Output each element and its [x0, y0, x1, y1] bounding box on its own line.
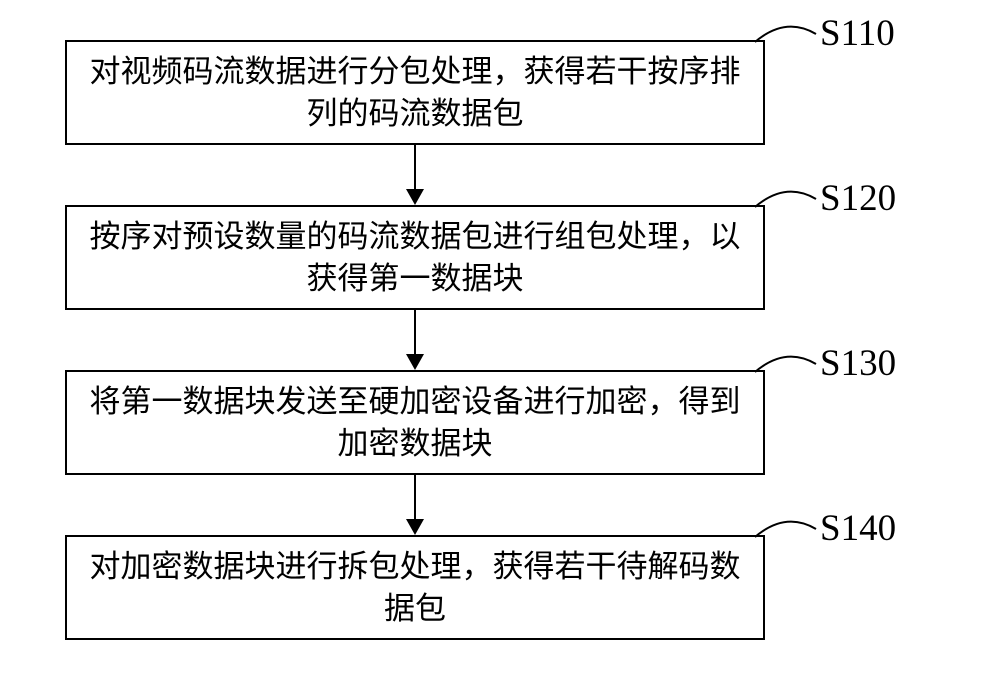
step-label-s140: S140: [820, 507, 896, 550]
flow-node-s140: 对加密数据块进行拆包处理，获得若干待解码数据包: [65, 535, 765, 640]
flow-node-s110: 对视频码流数据进行分包处理，获得若干按序排列的码流数据包: [65, 40, 765, 145]
flow-node-s130: 将第一数据块发送至硬加密设备进行加密，得到加密数据块: [65, 370, 765, 475]
arrow-line: [414, 475, 416, 521]
arrow-head-icon: [406, 189, 424, 205]
step-label-s120: S120: [820, 177, 896, 220]
flow-node-text: 对加密数据块进行拆包处理，获得若干待解码数据包: [83, 546, 747, 630]
flow-node-text: 按序对预设数量的码流数据包进行组包处理，以获得第一数据块: [83, 216, 747, 300]
flow-node-text: 将第一数据块发送至硬加密设备进行加密，得到加密数据块: [83, 381, 747, 465]
step-label-s130: S130: [820, 342, 896, 385]
arrow-line: [414, 310, 416, 356]
step-label-s110: S110: [820, 12, 895, 55]
arrow-line: [414, 145, 416, 191]
flow-node-text: 对视频码流数据进行分包处理，获得若干按序排列的码流数据包: [83, 51, 747, 135]
arrow-head-icon: [406, 519, 424, 535]
flowchart-canvas: 对视频码流数据进行分包处理，获得若干按序排列的码流数据包 S110 按序对预设数量的…: [0, 0, 1000, 697]
flow-node-s120: 按序对预设数量的码流数据包进行组包处理，以获得第一数据块: [65, 205, 765, 310]
arrow-head-icon: [406, 354, 424, 370]
